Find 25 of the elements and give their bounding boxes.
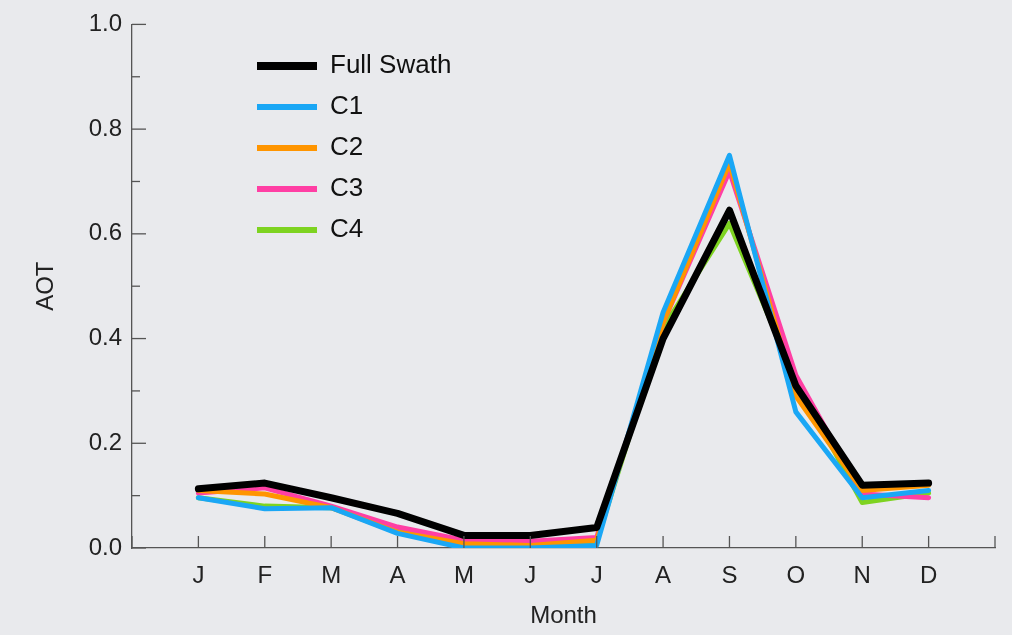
x-tick-label: M [453,561,474,589]
y-tick-label: 0.6 [88,218,122,246]
legend-label: Full Swath [330,49,452,80]
x-tick-label: J [192,561,205,589]
x-tick-label: D [919,561,938,589]
x-tick-label: J [524,561,537,589]
legend-label: C1 [330,90,364,121]
legend-label: C3 [330,172,364,203]
legend-label: C2 [330,131,364,162]
x-tick-label: O [786,561,806,589]
y-tick-label: 0.8 [88,113,122,141]
x-tick-label: N [853,561,871,589]
x-tick-label: S [721,561,738,589]
x-axis-title: Month [530,601,597,629]
x-tick-label: F [257,561,273,589]
y-tick-label: 1.0 [88,9,122,37]
x-tick-label: M [321,561,342,589]
x-tick-label: J [590,561,603,589]
legend-label: C4 [330,213,364,244]
y-tick-label: 0.2 [88,427,122,455]
y-axis-title: AOT [31,261,59,311]
y-tick-label: 0.4 [88,323,122,351]
y-tick-label: 0.0 [88,532,122,560]
x-tick-label: A [655,561,672,589]
x-tick-label: A [389,561,406,589]
